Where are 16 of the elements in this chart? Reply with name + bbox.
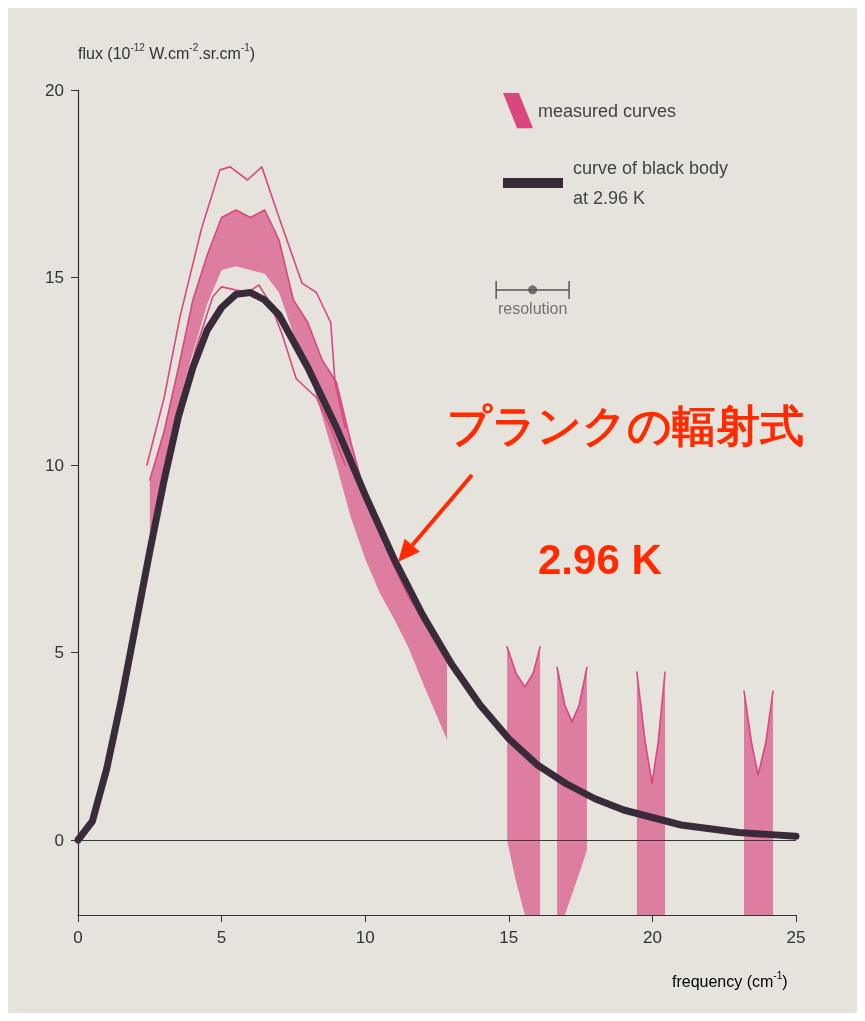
series-label: resolution: [497, 299, 568, 317]
y-tick-label: 20: [45, 80, 64, 100]
legend-label: curve of black body at 2.96 K: [573, 158, 729, 208]
x-tick-label: 10: [355, 928, 375, 947]
x-tick-label: 5: [216, 928, 227, 947]
y-tick-label: 10: [45, 455, 64, 475]
y-tick-label: 0: [54, 830, 64, 850]
x-tick-label: 20: [642, 928, 662, 947]
y-tick-label: 5: [54, 643, 64, 662]
annotation: 2.96 K: [538, 535, 662, 583]
x-tick-label: 15: [499, 928, 519, 947]
x-tick-label: 25: [786, 928, 806, 947]
legend-label: measured curves: [538, 100, 677, 121]
y-tick-label: 15: [45, 268, 64, 287]
annotation: プランクの輻射式: [446, 400, 804, 450]
x-tick-label: 0: [73, 928, 83, 947]
